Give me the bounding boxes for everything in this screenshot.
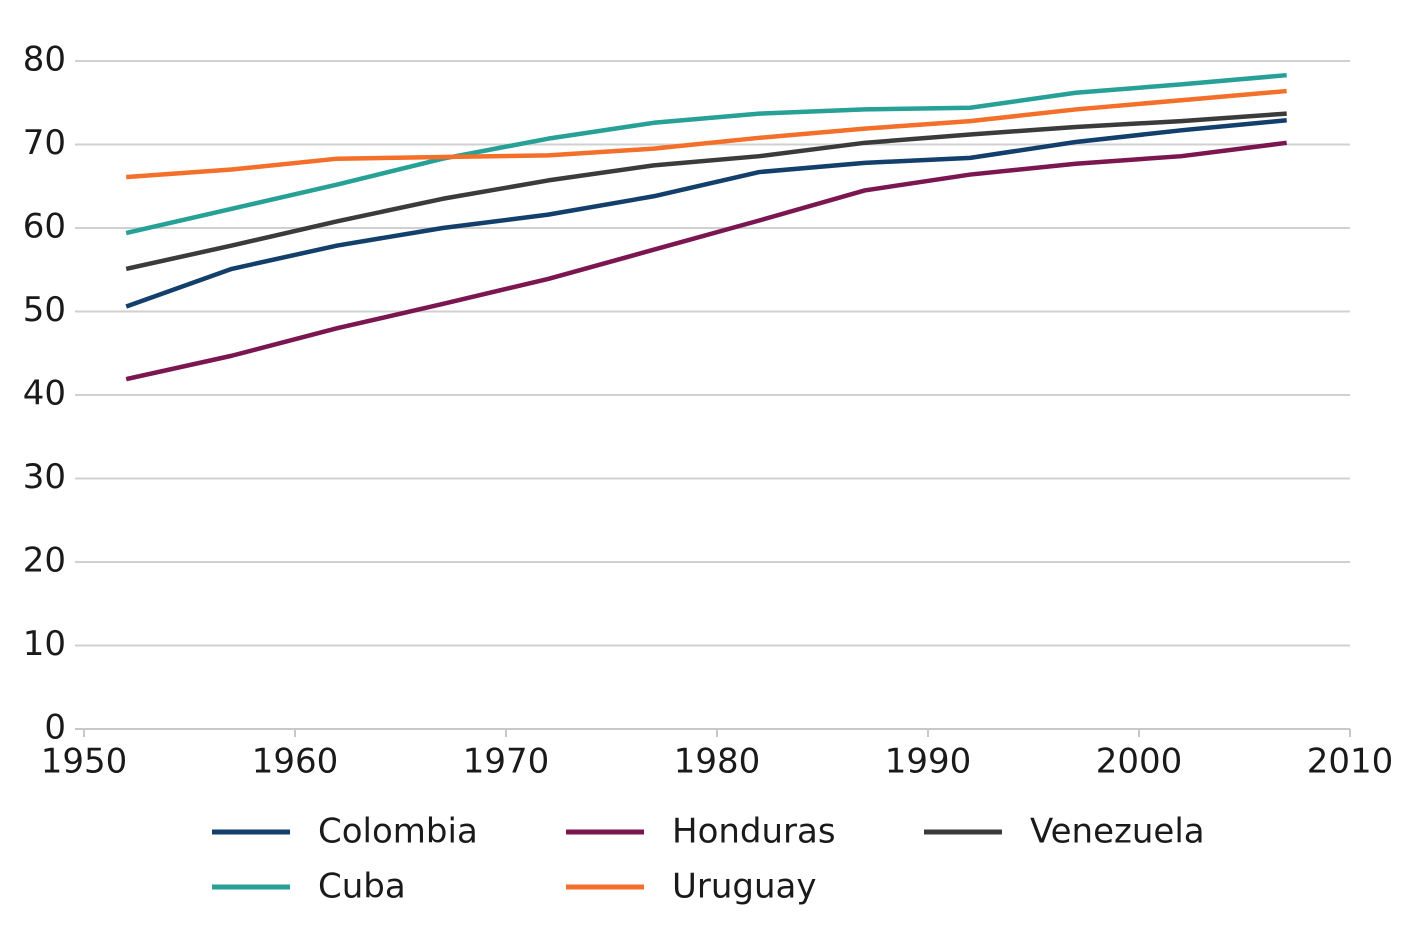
legend-label: Honduras bbox=[672, 812, 836, 852]
legend-label: Cuba bbox=[318, 867, 406, 907]
x-tick-label: 1950 bbox=[41, 742, 128, 782]
y-tick-label: 40 bbox=[23, 374, 66, 414]
y-tick-label: 70 bbox=[23, 123, 66, 163]
y-tick-label: 60 bbox=[23, 207, 66, 247]
y-tick-label: 20 bbox=[23, 541, 66, 581]
x-tick-label: 1980 bbox=[674, 742, 761, 782]
y-tick-label: 50 bbox=[23, 290, 66, 330]
legend-label: Venezuela bbox=[1030, 812, 1205, 852]
x-tick-label: 2000 bbox=[1096, 742, 1183, 782]
series-line bbox=[125, 118, 1287, 309]
x-tick-label: 1960 bbox=[252, 742, 339, 782]
legend-label: Colombia bbox=[318, 812, 478, 852]
y-tick-label: 0 bbox=[44, 708, 66, 748]
x-tick-label: 1970 bbox=[463, 742, 550, 782]
y-tick-label: 80 bbox=[23, 40, 66, 80]
y-tick-label: 10 bbox=[23, 624, 66, 664]
x-tick-label: 1990 bbox=[885, 742, 972, 782]
x-tick-label: 2010 bbox=[1307, 742, 1394, 782]
series-line bbox=[125, 72, 1287, 236]
series-line bbox=[126, 88, 1287, 180]
series-line bbox=[125, 140, 1287, 382]
y-tick-label: 30 bbox=[23, 457, 66, 497]
legend-label: Uruguay bbox=[672, 867, 817, 907]
series-line bbox=[125, 111, 1287, 272]
